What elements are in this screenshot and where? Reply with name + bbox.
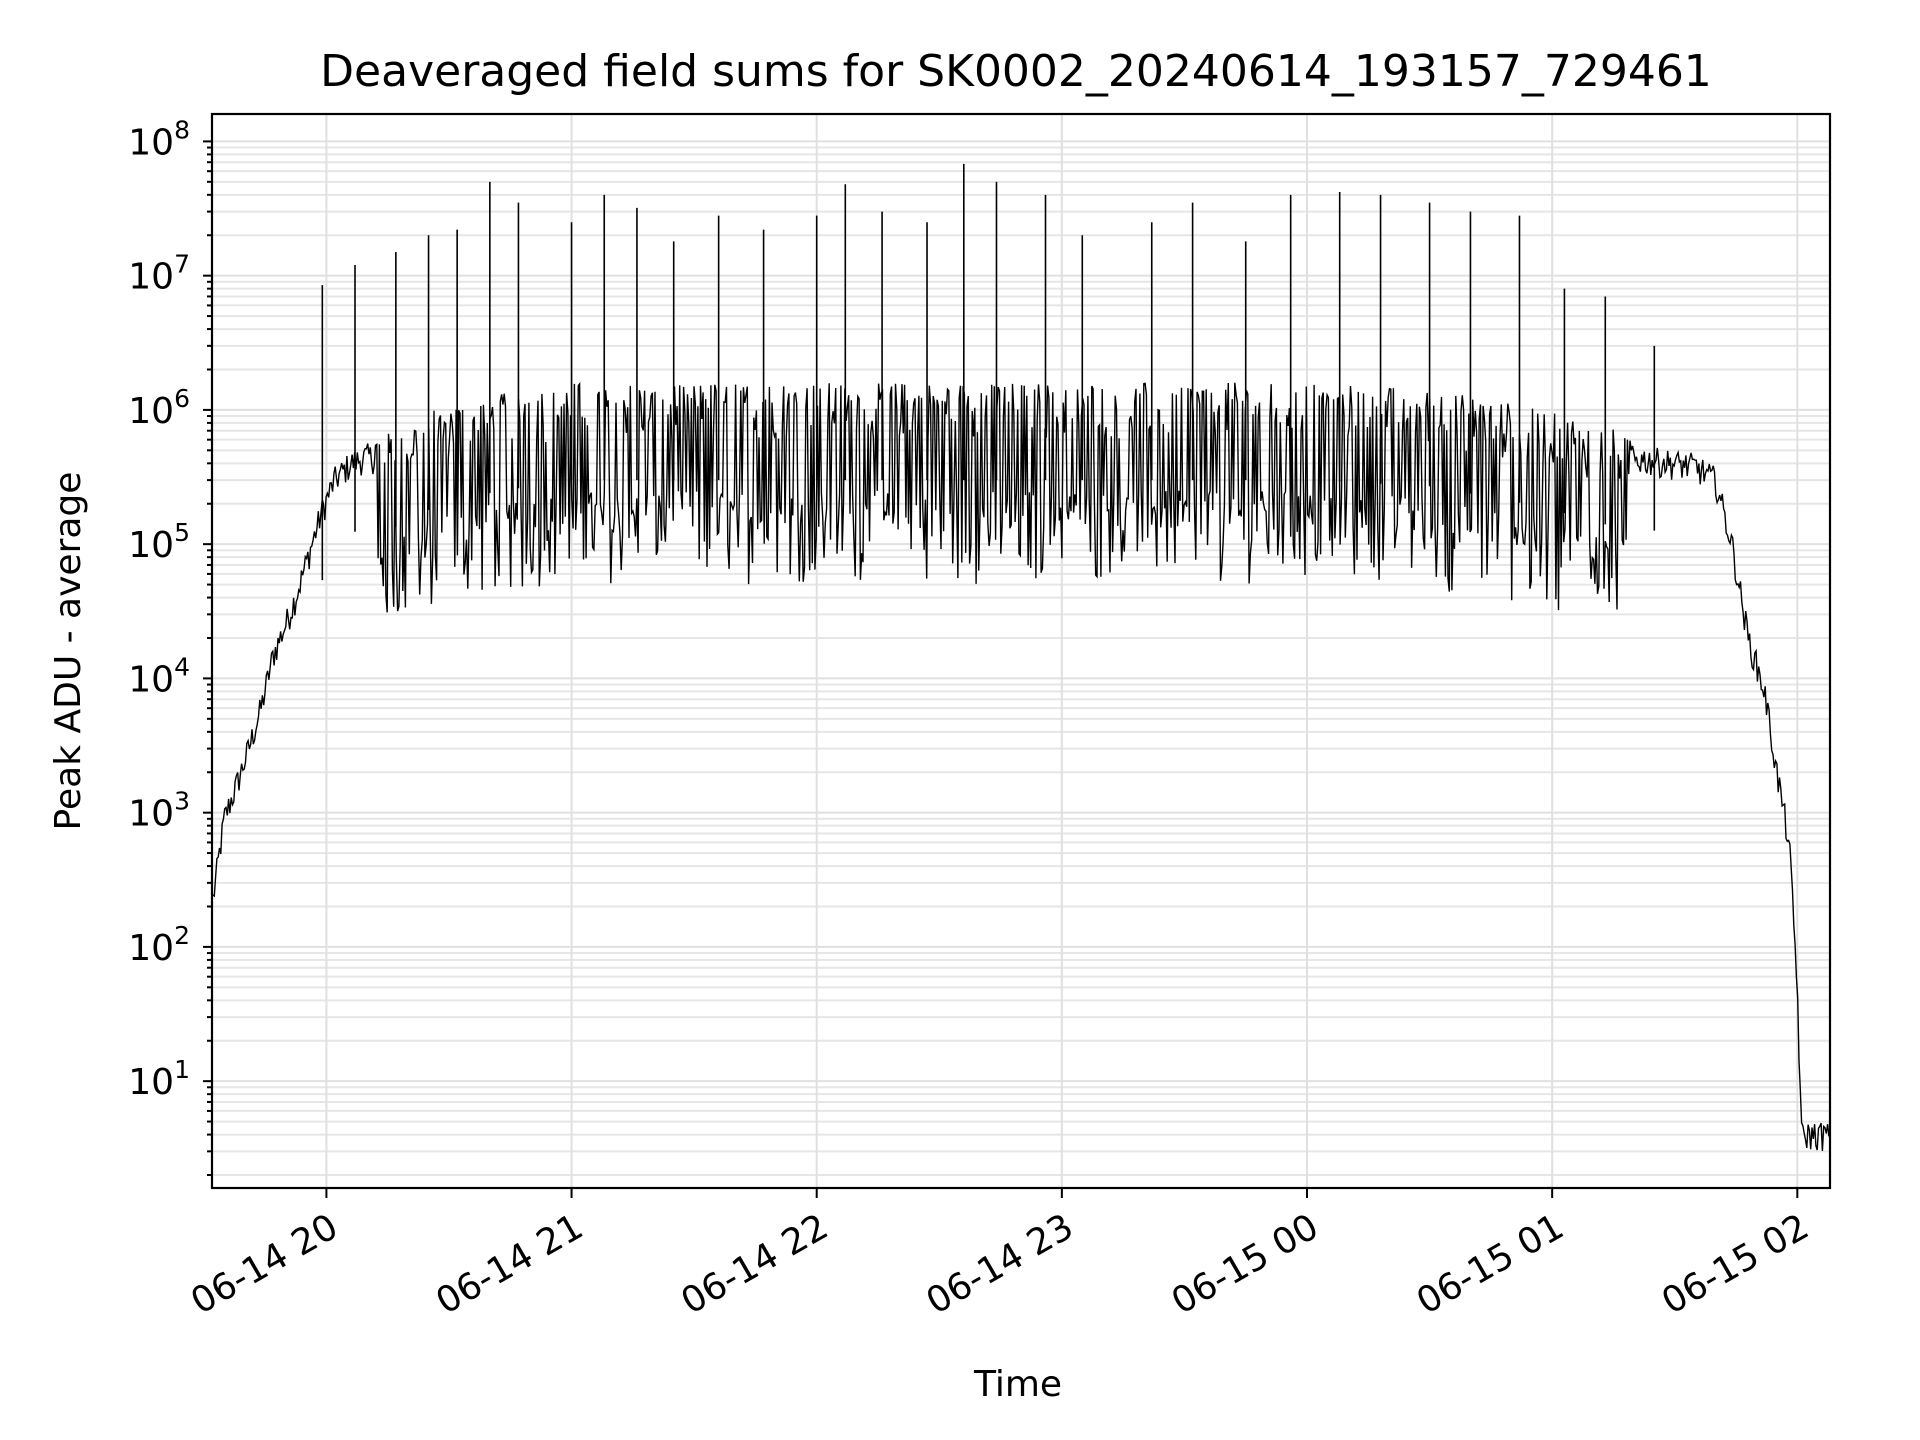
- series-line: [212, 381, 1830, 1151]
- x-axis: 06-14 20 06-14 21 06-14 22 06-14 23 06-15 00…: [184, 1188, 1816, 1323]
- x-tick-label: 06-15 02: [1655, 1206, 1816, 1322]
- x-axis-label: Time: [973, 1364, 1062, 1405]
- y-tick-label: 102: [128, 921, 190, 969]
- y-tick-label: 108: [128, 115, 190, 163]
- y-tick-label: 106: [128, 384, 190, 432]
- x-tick-label: 06-14 20: [184, 1206, 345, 1322]
- chart-title: Deaveraged field sums for SK0002_2024061…: [320, 46, 1712, 97]
- y-axis: 101 102 103 104 105 106 107 108: [128, 115, 212, 1176]
- series-layer: [212, 163, 1830, 1151]
- x-tick-label: 06-15 01: [1410, 1206, 1571, 1322]
- y-tick-label: 103: [128, 787, 190, 835]
- x-tick-label: 06-14 21: [429, 1206, 590, 1322]
- y-tick-label: 101: [128, 1055, 190, 1103]
- y-tick-label: 104: [128, 652, 190, 700]
- y-tick-label: 105: [128, 518, 190, 566]
- y-tick-label: 107: [128, 250, 190, 298]
- x-tick-label: 06-15 00: [1165, 1206, 1326, 1322]
- x-tick-label: 06-14 23: [920, 1206, 1081, 1322]
- y-axis-label: Peak ADU - average: [48, 472, 89, 831]
- grid: [212, 114, 1830, 1188]
- plot-frame: [210, 112, 1832, 1190]
- x-tick-label: 06-14 22: [675, 1206, 836, 1322]
